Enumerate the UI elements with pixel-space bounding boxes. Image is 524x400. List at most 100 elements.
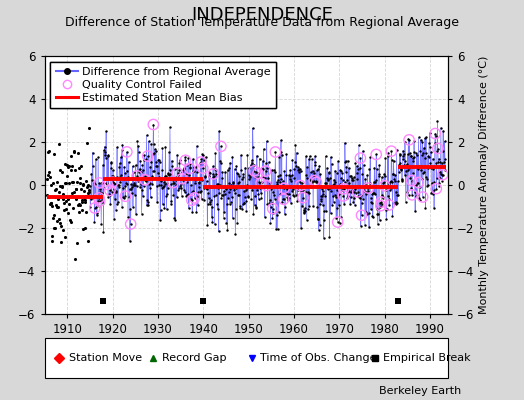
Point bbox=[64, 210, 72, 216]
Point bbox=[85, 187, 93, 193]
Point bbox=[189, 156, 197, 162]
Point bbox=[139, 167, 147, 173]
Point bbox=[239, 174, 247, 180]
Point bbox=[107, 159, 116, 165]
Point bbox=[427, 165, 435, 172]
Point bbox=[199, 152, 208, 159]
Point bbox=[307, 182, 315, 188]
Point bbox=[266, 180, 274, 186]
Point bbox=[120, 164, 128, 170]
Point bbox=[440, 164, 449, 170]
Point bbox=[114, 198, 123, 205]
Point bbox=[50, 150, 59, 157]
Point bbox=[304, 206, 312, 213]
Point bbox=[189, 168, 197, 174]
Point bbox=[279, 196, 288, 202]
Point bbox=[161, 181, 169, 187]
Point bbox=[199, 165, 207, 172]
Point bbox=[342, 169, 350, 175]
Point bbox=[63, 172, 71, 179]
Point bbox=[49, 180, 58, 186]
Point bbox=[392, 188, 400, 195]
Point bbox=[146, 164, 155, 170]
Point bbox=[209, 174, 217, 180]
Point bbox=[342, 164, 351, 170]
Point bbox=[59, 196, 67, 202]
Point bbox=[156, 159, 164, 166]
Point bbox=[173, 170, 182, 176]
Point bbox=[118, 204, 126, 210]
Point bbox=[407, 185, 415, 191]
Point bbox=[364, 185, 373, 191]
Point bbox=[112, 189, 121, 195]
Point bbox=[410, 138, 418, 144]
Point bbox=[163, 180, 171, 186]
Point bbox=[250, 168, 258, 174]
Point bbox=[310, 173, 318, 180]
Point bbox=[364, 185, 373, 191]
Point bbox=[296, 179, 304, 185]
Point bbox=[88, 194, 96, 200]
Point bbox=[136, 184, 144, 190]
Point bbox=[296, 182, 304, 189]
Point bbox=[197, 156, 205, 162]
Point bbox=[406, 150, 414, 157]
Point bbox=[344, 157, 352, 164]
Point bbox=[156, 207, 165, 213]
Point bbox=[438, 172, 446, 178]
Point bbox=[286, 167, 294, 173]
Point bbox=[114, 182, 123, 188]
Point bbox=[385, 181, 393, 188]
Point bbox=[367, 199, 376, 205]
Point bbox=[80, 225, 89, 231]
Point bbox=[276, 172, 284, 178]
Point bbox=[56, 220, 64, 226]
Point bbox=[322, 208, 330, 214]
Point bbox=[356, 195, 364, 202]
Point bbox=[185, 165, 194, 172]
Point bbox=[286, 176, 294, 182]
Point bbox=[307, 169, 315, 175]
Point bbox=[340, 178, 348, 185]
Point bbox=[60, 161, 69, 167]
Point bbox=[249, 162, 258, 168]
Point bbox=[75, 201, 83, 208]
Point bbox=[423, 164, 432, 171]
Point bbox=[283, 186, 291, 192]
Point bbox=[64, 196, 72, 203]
Point bbox=[203, 222, 212, 228]
Point bbox=[402, 161, 411, 168]
Point bbox=[174, 185, 183, 191]
Point bbox=[325, 185, 334, 192]
Point bbox=[319, 191, 328, 198]
Point bbox=[140, 152, 148, 158]
Point bbox=[370, 190, 378, 197]
Point bbox=[376, 217, 384, 223]
Point bbox=[335, 191, 343, 197]
Point bbox=[81, 197, 90, 204]
Point bbox=[362, 189, 370, 196]
Point bbox=[278, 151, 286, 158]
Point bbox=[102, 128, 111, 134]
Point bbox=[52, 202, 60, 209]
Point bbox=[439, 148, 447, 154]
Point bbox=[439, 172, 447, 178]
Point bbox=[229, 180, 237, 186]
Point bbox=[304, 156, 313, 162]
Point bbox=[399, 148, 407, 154]
Point bbox=[133, 138, 141, 145]
Point bbox=[326, 154, 335, 160]
Point bbox=[196, 159, 205, 165]
Point bbox=[61, 234, 70, 240]
Point bbox=[192, 209, 201, 215]
Point bbox=[95, 195, 103, 201]
Point bbox=[347, 175, 356, 181]
Point bbox=[354, 166, 362, 172]
Point bbox=[56, 183, 64, 189]
Point bbox=[158, 166, 166, 173]
Point bbox=[266, 219, 275, 226]
Point bbox=[353, 162, 361, 169]
Point bbox=[260, 184, 269, 190]
Point bbox=[358, 200, 366, 206]
Point bbox=[46, 174, 54, 181]
